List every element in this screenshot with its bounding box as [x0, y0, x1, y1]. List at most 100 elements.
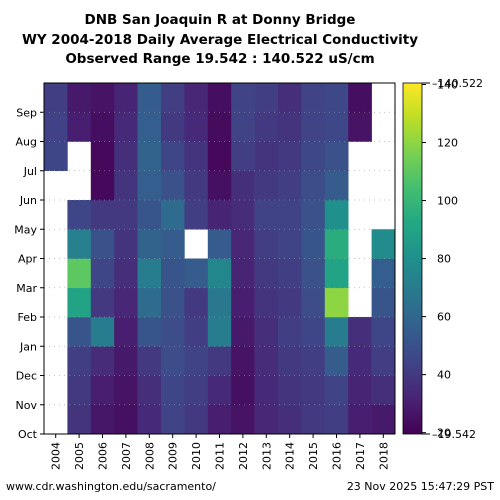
heatmap-cell	[278, 229, 302, 259]
heatmap-cell	[184, 287, 209, 318]
heatmap-cell	[324, 229, 349, 259]
heatmap-cell	[184, 375, 209, 406]
heatmap-cell	[184, 258, 209, 289]
heatmap-cell	[184, 317, 209, 347]
heatmap-cell	[348, 375, 372, 406]
heatmap-cell	[301, 170, 326, 201]
heatmap-cell	[90, 346, 115, 376]
heatmap-cell	[254, 141, 279, 172]
footer-source: www.cdr.washington.edu/sacramento/	[6, 480, 216, 493]
heatmap-cell	[301, 229, 326, 259]
heatmap-cell	[161, 346, 185, 376]
heatmap-cell	[278, 375, 302, 406]
heatmap-cell	[324, 141, 349, 172]
heatmap-cell	[278, 83, 302, 113]
heatmap-cell	[348, 83, 372, 113]
heatmap-cell	[90, 375, 115, 406]
heatmap-cell	[137, 404, 162, 435]
heatmap-cell	[231, 375, 255, 406]
heatmap-cell	[231, 317, 255, 347]
heatmap-cell	[371, 317, 396, 347]
colorbar-tick-label: 40	[437, 369, 451, 382]
heatmap-cell	[324, 346, 349, 376]
x-tick-label: 2005	[73, 442, 86, 470]
heatmap-cell	[137, 287, 162, 318]
heatmap-cell	[254, 404, 279, 435]
heatmap-cell	[67, 229, 92, 259]
heatmap-cell	[161, 375, 185, 406]
heatmap-cell	[254, 346, 279, 376]
heatmap-cell	[44, 141, 68, 172]
heatmap-cell	[184, 170, 209, 201]
heatmap-cell	[90, 170, 115, 201]
x-tick-label: 2009	[167, 442, 180, 470]
heatmap-cell	[184, 141, 209, 172]
chart-title-line-1: DNB San Joaquin R at Donny Bridge	[85, 12, 356, 28]
heatmap-cell	[137, 141, 162, 172]
y-axis: Oct Nov Dec Jan Feb Mar Apr May Jun Jul Aug Sep	[14, 106, 44, 441]
colorbar	[402, 82, 423, 435]
heatmap-cell	[207, 141, 232, 172]
heatmap-cell	[114, 375, 138, 406]
heatmap-cell	[301, 141, 326, 172]
heatmap-cell	[324, 404, 349, 435]
heatmap-cell	[90, 200, 115, 230]
heatmap-cell	[207, 200, 232, 230]
heatmap-cell	[231, 346, 255, 376]
heatmap-cell	[278, 170, 302, 201]
heatmap-cell	[114, 404, 138, 435]
heatmap-cell	[348, 404, 372, 435]
colorbar-tick-label: 20	[437, 427, 451, 440]
heatmap-cell	[324, 317, 349, 347]
heatmap-cell	[114, 346, 138, 376]
heatmap-cell	[114, 258, 138, 289]
colorbar-tick-label: 140	[437, 79, 458, 92]
y-tick-label: Aug	[16, 136, 37, 149]
heatmap-cell	[184, 404, 209, 435]
colorbar-tick-label: 80	[437, 253, 451, 266]
heatmap-cell	[114, 170, 138, 201]
heatmap-cell	[231, 112, 255, 142]
colorbar-extreme-label: –140.522	[432, 77, 483, 90]
heatmap-cell	[207, 83, 232, 113]
heatmap-cell	[67, 375, 92, 406]
heatmap-cell	[324, 200, 349, 230]
colorbar-tick-label: 120	[437, 137, 458, 150]
x-tick-label: 2016	[331, 442, 344, 470]
heatmap-cell	[301, 404, 326, 435]
heatmap-cell	[161, 141, 185, 172]
x-tick-label: 2014	[284, 442, 297, 470]
heatmap-cell	[161, 287, 185, 318]
heatmap-cell	[254, 200, 279, 230]
heatmap-cell	[90, 404, 115, 435]
heatmap-cell	[348, 317, 372, 347]
heatmap-cell	[137, 229, 162, 259]
heatmap-cell	[324, 112, 349, 142]
heatmap-cell	[231, 170, 255, 201]
y-tick-label: Jan	[19, 340, 37, 353]
heatmap-cell	[371, 258, 396, 289]
heatmap-cell	[278, 287, 302, 318]
heatmap-cell	[254, 287, 279, 318]
colorbar-extreme-label: –19.542	[432, 428, 476, 441]
x-tick-label: 2013	[260, 442, 273, 470]
y-tick-label: Sep	[16, 106, 37, 119]
heatmap-cell	[207, 375, 232, 406]
heatmap-cell	[371, 404, 396, 435]
heatmap-cell	[371, 375, 396, 406]
y-tick-label: Dec	[16, 370, 37, 383]
heatmap-cell	[137, 346, 162, 376]
x-tick-label: 2004	[50, 442, 63, 470]
heatmap-cell	[324, 375, 349, 406]
heatmap-cell	[301, 112, 326, 142]
heatmap-cell	[137, 170, 162, 201]
heatmap-cell	[207, 317, 232, 347]
heatmap-cell	[371, 229, 396, 259]
heatmap-cell	[278, 258, 302, 289]
heatmap-cell	[254, 317, 279, 347]
heatmap-cell	[207, 229, 232, 259]
heatmap-cell	[161, 317, 185, 347]
heatmap-cell	[137, 200, 162, 230]
heatmap-cell	[371, 346, 396, 376]
heatmap-cell	[161, 229, 185, 259]
